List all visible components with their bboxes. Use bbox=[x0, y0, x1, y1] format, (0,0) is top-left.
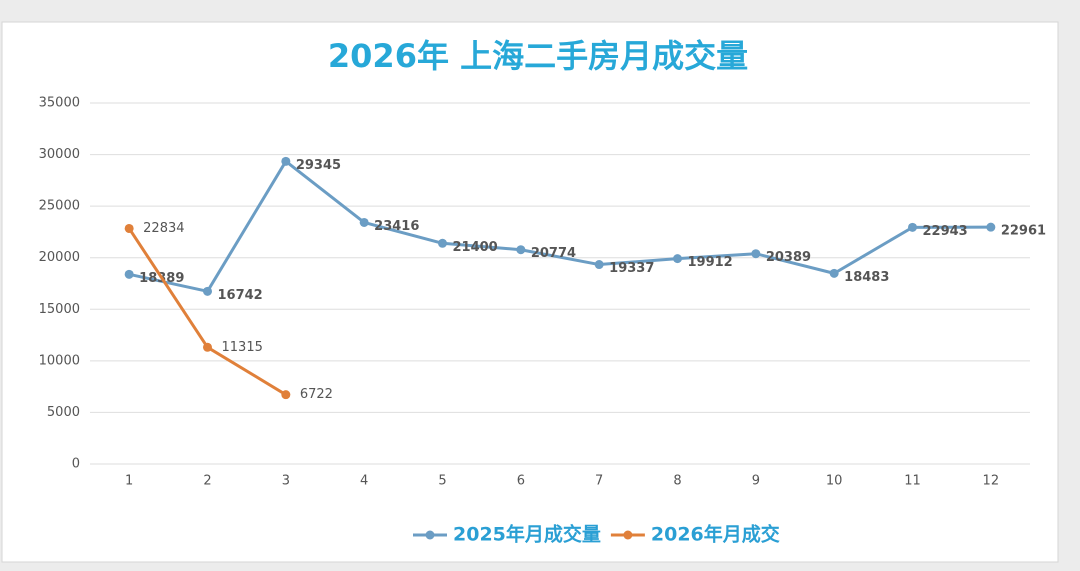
y-tick-label: 15000 bbox=[39, 302, 80, 317]
x-tick-label: 1 bbox=[125, 474, 133, 489]
data-label: 6722 bbox=[300, 387, 333, 402]
point bbox=[203, 286, 212, 296]
point bbox=[281, 390, 291, 400]
x-tick-label: 4 bbox=[360, 474, 368, 489]
data-label: 20389 bbox=[766, 250, 811, 265]
y-tick-label: 25000 bbox=[39, 199, 80, 214]
y-tick-label: 5000 bbox=[47, 405, 80, 420]
y-tick-label: 35000 bbox=[39, 96, 80, 111]
series-line bbox=[128, 159, 991, 293]
data-label: 11315 bbox=[222, 340, 263, 355]
data-label: 20774 bbox=[531, 246, 576, 261]
point bbox=[829, 268, 839, 278]
y-tick-label: 0 bbox=[72, 457, 80, 472]
data-label: 19912 bbox=[688, 255, 733, 270]
point bbox=[124, 223, 134, 233]
x-tick-label: 3 bbox=[282, 474, 290, 489]
x-tick-label: 10 bbox=[826, 474, 843, 489]
legend-marker bbox=[425, 530, 435, 540]
x-tick-label: 8 bbox=[673, 474, 681, 489]
legend-marker bbox=[623, 530, 633, 540]
point bbox=[438, 238, 447, 248]
y-tick-label: 30000 bbox=[39, 147, 80, 162]
data-label: 22834 bbox=[143, 221, 184, 236]
point bbox=[908, 222, 917, 232]
point bbox=[594, 260, 604, 270]
point bbox=[203, 342, 212, 352]
point bbox=[751, 249, 761, 259]
data-label: 21400 bbox=[453, 240, 498, 255]
data-label: 22943 bbox=[923, 224, 968, 239]
point bbox=[124, 269, 134, 279]
panel bbox=[1, 21, 1059, 563]
data-label: 22961 bbox=[1001, 224, 1046, 239]
x-tick-label: 6 bbox=[517, 474, 525, 489]
y-tick-label: 20000 bbox=[39, 250, 80, 265]
data-label: 29345 bbox=[296, 158, 341, 173]
x-tick-label: 12 bbox=[983, 474, 1000, 489]
x-tick-label: 5 bbox=[438, 474, 446, 489]
data-label: 18483 bbox=[844, 270, 889, 285]
data-label: 19337 bbox=[609, 261, 654, 276]
point bbox=[673, 254, 682, 264]
point bbox=[516, 245, 526, 255]
x-tick-label: 2 bbox=[203, 474, 211, 489]
point bbox=[359, 217, 369, 227]
data-label: 23416 bbox=[374, 219, 419, 234]
legend-label: 2025年月成交量 bbox=[453, 523, 601, 546]
legend-label: 2026年月成交 bbox=[651, 523, 780, 546]
x-tick-label: 7 bbox=[595, 474, 603, 489]
y-tick-label: 10000 bbox=[39, 353, 80, 368]
point bbox=[986, 222, 996, 232]
x-tick-label: 11 bbox=[904, 474, 921, 489]
point bbox=[281, 156, 291, 166]
chart-title: 2026年 上海二手房月成交量 bbox=[328, 37, 748, 75]
x-tick-label: 9 bbox=[752, 474, 760, 489]
data-label: 16742 bbox=[218, 288, 263, 303]
